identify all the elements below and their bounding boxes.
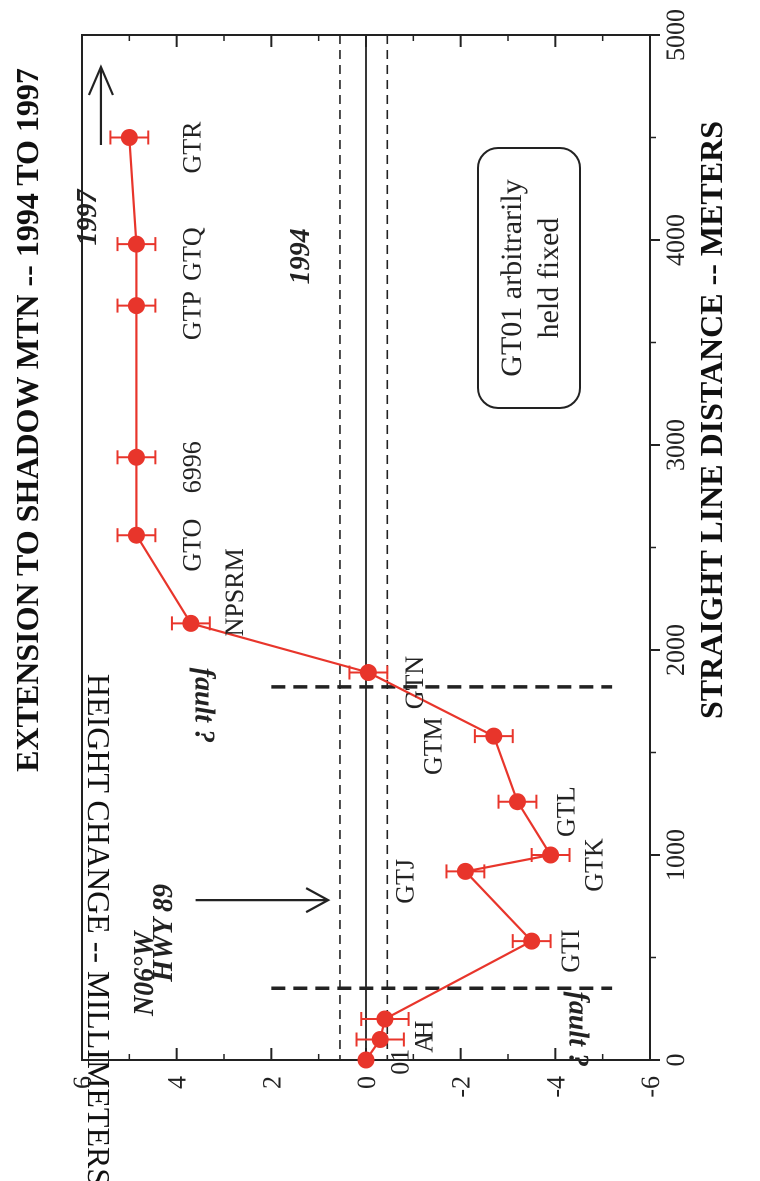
point-label: GTR: [177, 121, 206, 174]
north-arrow-head: [87, 64, 114, 96]
y-axis-title: HEIGHT CHANGE -- MILLIMETERS: [81, 674, 117, 1181]
point-label: GTN: [400, 656, 429, 710]
y-tick-label: -2: [447, 1076, 476, 1098]
x-tick-label: 5000: [661, 9, 690, 61]
data-point: [127, 448, 145, 466]
point-label: A: [409, 1034, 438, 1053]
data-point: [371, 1031, 389, 1048]
data-point: [485, 727, 503, 745]
x-tick-label: 1000: [661, 829, 690, 881]
y-tick-label: 0: [352, 1076, 381, 1089]
data-point: [542, 846, 560, 864]
point-label: 6996: [177, 441, 206, 493]
note-box-line-2: held fixed: [532, 218, 565, 339]
annotation-label: N06°W: [129, 930, 160, 1017]
note-box-line-1: GT01 arbitrarily: [495, 179, 528, 376]
point-label: H: [409, 1020, 438, 1039]
point-label: GTK: [580, 838, 609, 892]
x-tick-label: 3000: [661, 419, 690, 471]
point-label: GTL: [551, 786, 580, 837]
annotation-label: HWY 89: [148, 884, 179, 983]
annotation-label: 1994: [285, 228, 316, 284]
chart-title: EXTENSION TO SHADOW MTN -- 1994 TO 1997: [9, 68, 45, 772]
y-tick-label: 2: [257, 1076, 286, 1089]
data-point: [127, 235, 145, 253]
data-point: [127, 297, 145, 315]
hwy-arrow-head: [305, 887, 331, 914]
point-label: GTM: [419, 717, 448, 775]
point-label: GTJ: [390, 859, 419, 904]
point-label: GTO: [177, 519, 206, 572]
annotation-label: fault ?: [563, 992, 594, 1067]
data-point: [182, 614, 200, 632]
data-point: [508, 793, 526, 811]
y-tick-label: 4: [163, 1076, 192, 1089]
y-tick-label: -4: [541, 1076, 570, 1098]
point-label: GTQ: [177, 227, 206, 281]
data-point: [357, 1051, 375, 1069]
note-box: GT01 arbitrarily held fixed: [477, 147, 581, 409]
data-point: [120, 129, 138, 146]
point-label: NPSRM: [220, 548, 249, 636]
annotation-label: 1997: [72, 188, 103, 245]
y-tick-label: 6: [68, 1076, 97, 1089]
point-label: GTI: [556, 929, 585, 972]
data-point: [359, 664, 377, 682]
x-tick-label: 2000: [661, 624, 690, 676]
point-label: 01: [386, 1049, 415, 1075]
x-tick-label: 0: [661, 1054, 690, 1067]
data-point: [376, 1010, 394, 1028]
annotation-label: fault ?: [189, 668, 220, 743]
x-tick-label: 4000: [661, 214, 690, 266]
x-axis-title: STRAIGHT LINE DISTANCE -- METERS: [693, 121, 729, 719]
data-point: [456, 862, 474, 880]
data-point: [523, 932, 541, 950]
data-point: [127, 526, 145, 544]
point-label: GTP: [177, 291, 206, 340]
y-tick-label: -6: [636, 1076, 665, 1098]
note-box-frame: [477, 147, 581, 409]
